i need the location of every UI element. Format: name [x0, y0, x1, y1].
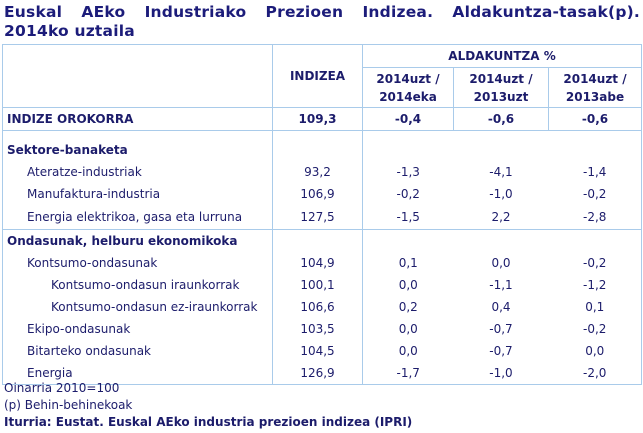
cell: 2,2 [491, 209, 511, 224]
row-label: Energia [2, 362, 273, 385]
cell: 104,5 [272, 340, 363, 362]
cell: 127,5 [272, 204, 363, 230]
header-period-line: 2014uzt / [469, 71, 533, 86]
row-label-total: INDIZE OROKORRA [2, 107, 273, 131]
cell: -2,8 [548, 204, 642, 230]
section-row: Ondasunak, helburu ekonomikoka [2, 229, 642, 252]
header-period-line: 2014eka [379, 89, 437, 104]
cell: 0,0 [491, 256, 511, 270]
cell: -0,4 [362, 107, 454, 131]
cell: -0,2 [548, 252, 642, 274]
header-period-line: 2014uzt / [563, 71, 627, 86]
cell: 126,9 [272, 362, 363, 385]
row-label: Kontsumo-ondasunak [2, 252, 273, 274]
header-empty [2, 44, 273, 108]
cell: -1,1 [489, 278, 513, 292]
cell: 106,6 [272, 296, 363, 318]
table-row: Kontsumo-ondasunak 104,9 0,1 0,0 -0,2 [2, 252, 642, 274]
header-period-2: 2014uzt / 2013abe [548, 67, 642, 108]
section-title: Ondasunak, helburu ekonomikoka [2, 229, 273, 252]
cell: -1,0 [489, 186, 513, 201]
table-row: Manufaktura-industria 106,9 -0,2 -1,0 -0,2 [2, 182, 642, 205]
header-aldakuntza: ALDAKUNTZA % [362, 44, 642, 68]
cell: 0,4 [491, 300, 511, 314]
header-period-line: 2014uzt / [376, 71, 440, 86]
cell: -4,1 [489, 164, 513, 179]
cell: -0,6 [548, 107, 642, 131]
table-row: Kontsumo-ondasun iraunkorrak 100,1 0,0 -1,1… [2, 274, 642, 296]
cell: 0,1 [548, 296, 642, 318]
row-label: Ateratze-industriak [2, 160, 273, 183]
cell: -2,0 [548, 362, 642, 385]
header-period-1: 2014uzt / 2013uzt [453, 67, 549, 108]
cell: 0,0 [548, 340, 642, 362]
section-title: Sektore-banaketa [2, 130, 273, 161]
cell: 109,3 [272, 107, 363, 131]
table-row: Kontsumo-ondasun ez-iraunkorrak 106,6 0,2 0… [2, 296, 642, 318]
cell: -1,2 [548, 274, 642, 296]
cell: -1,5 [396, 209, 420, 224]
cell: -0,2 [548, 318, 642, 340]
cell: 106,9 [272, 182, 363, 205]
cell: 104,9 [272, 252, 363, 274]
table-row: Energia elektrikoa, gasa eta lurruna 127,… [2, 204, 642, 230]
row-label: Kontsumo-ondasun ez-iraunkorrak [2, 296, 273, 318]
cell: 100,1 [272, 274, 363, 296]
section-row: Sektore-banaketa [2, 130, 642, 161]
cell: -0,7 [489, 322, 513, 336]
cell [362, 130, 642, 161]
cell [272, 130, 363, 161]
row-label: Bitarteko ondasunak [2, 340, 273, 362]
table-row: Ateratze-industriak 93,2 -1,3 -4,1 -1,4 [2, 160, 642, 183]
row-label: Ekipo-ondasunak [2, 318, 273, 340]
cell: -1,4 [548, 160, 642, 183]
cell [272, 229, 363, 252]
table-row: Energia 126,9 -1,7 -1,0 -2,0 [2, 362, 642, 385]
header-indizea: INDIZEA [272, 44, 363, 108]
cell: -1,7 [362, 362, 454, 385]
price-index-table: INDIZEA ALDAKUNTZA % 2014uzt /2014eka 201… [2, 44, 642, 385]
row-label: Manufaktura-industria [2, 182, 273, 205]
cell: 93,2 [272, 160, 363, 183]
cell: -0,7 [489, 344, 513, 358]
cell: 0,0 [398, 322, 418, 336]
cell: -1,3 [396, 164, 420, 179]
row-label: Energia elektrikoa, gasa eta lurruna [2, 204, 273, 230]
cell: 0,0 [398, 344, 418, 358]
table-row: Ekipo-ondasunak 103,5 0,0 -0,7 -0,2 [2, 318, 642, 340]
source-note: Iturria: Eustat. Euskal AEko industria p… [4, 415, 413, 429]
header-period-line: 2013uzt [473, 89, 529, 104]
row-label: Kontsumo-ondasun iraunkorrak [2, 274, 273, 296]
table-row: Bitarteko ondasunak 104,5 0,0 -0,7 0,0 [2, 340, 642, 362]
cell: 103,5 [272, 318, 363, 340]
cell: -0,2 [396, 186, 420, 201]
header-period-line: 2013abe [565, 89, 625, 104]
header-period-0: 2014uzt / 2014eka [362, 67, 454, 108]
cell: 0,2 [398, 300, 418, 314]
cell [362, 229, 642, 252]
cell: -0,2 [548, 182, 642, 205]
table-title: Euskal AEko Industriako Prezioen Indizea… [4, 3, 640, 40]
footnote-provisional: (p) Behin-behinekoak [4, 398, 133, 412]
cell: 0,0 [398, 278, 418, 292]
cell: 0,1 [398, 256, 418, 270]
cell: -0,6 [453, 107, 549, 131]
cell: -1,0 [453, 362, 549, 385]
footnote-base: Oinarria 2010=100 [4, 381, 120, 395]
